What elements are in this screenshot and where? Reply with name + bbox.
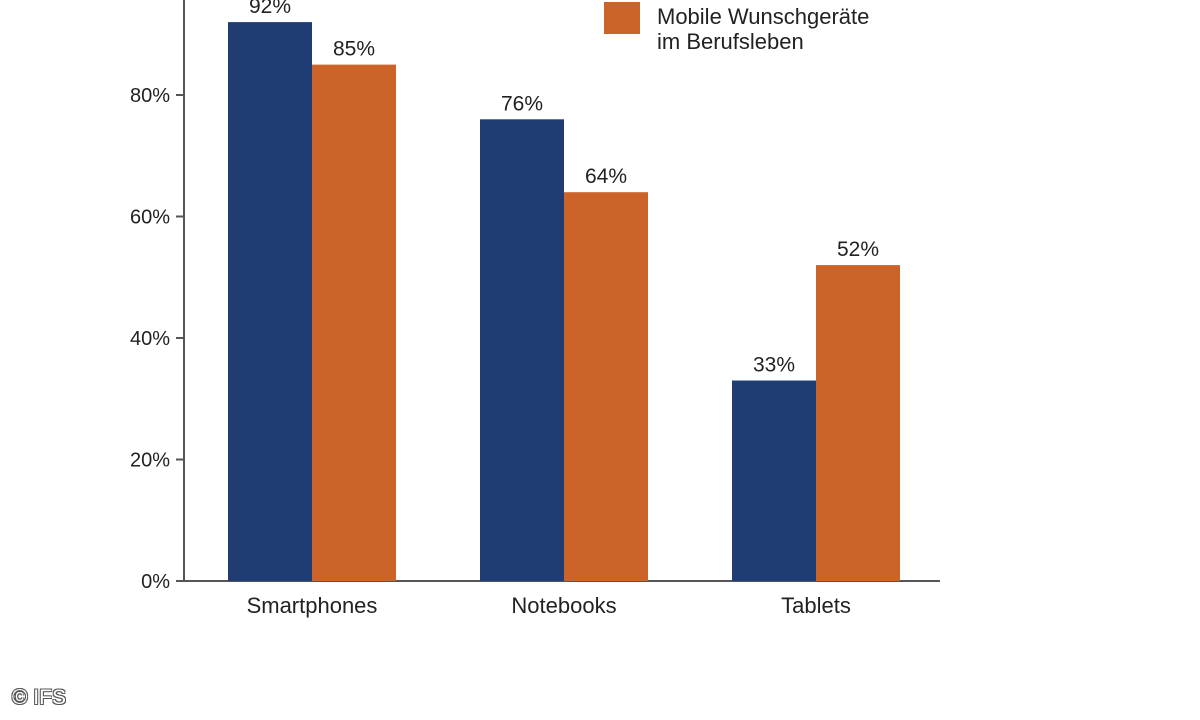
data-label: 92% — [249, 0, 291, 18]
data-label: 52% — [837, 238, 879, 261]
bar-2-smartphones — [312, 64, 396, 581]
data-label: 33% — [753, 354, 795, 377]
y-tick-label: 80% — [130, 85, 170, 107]
legend: Mobile Wunschgeräte im Berufsleben — [604, 2, 869, 54]
legend-label-line2: im Berufsleben — [657, 29, 804, 54]
data-label: 85% — [333, 38, 375, 61]
x-category-label: Notebooks — [511, 593, 616, 618]
bar-1-notebooks — [480, 119, 564, 582]
legend-swatch — [604, 2, 640, 34]
y-tick-label: 60% — [130, 207, 170, 229]
x-category-label: Smartphones — [247, 593, 378, 618]
data-label: 76% — [501, 92, 543, 115]
y-tick-label: 0% — [141, 571, 170, 593]
legend-label-line1: Mobile Wunschgeräte — [657, 4, 869, 29]
copyright-credit: © IFS — [12, 686, 66, 709]
y-tick-label: 40% — [130, 328, 170, 350]
bar-2-notebooks — [564, 192, 648, 581]
bar-1-tablets — [732, 380, 816, 581]
data-label: 64% — [585, 165, 627, 188]
plot-area: 0% 20% 40% 60% 80% 92% 76% 33% 85% 64% 52% Smartpho… — [130, 0, 940, 618]
bar-1-smartphones — [228, 22, 312, 582]
y-tick-label: 20% — [130, 450, 170, 472]
bar-2-tablets — [816, 265, 900, 581]
x-category-label: Tablets — [781, 593, 851, 618]
